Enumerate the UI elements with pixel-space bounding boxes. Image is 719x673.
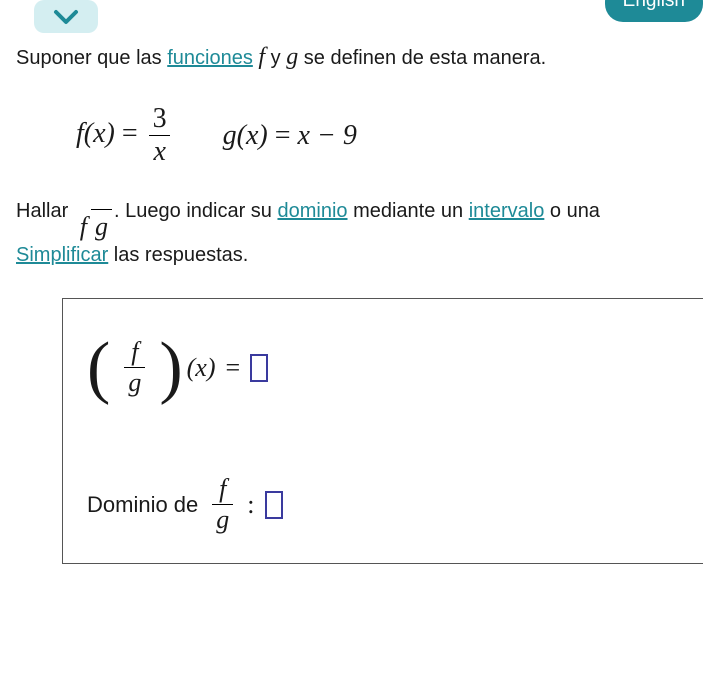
answer-box: ( f g ) (x) = Dominio de f g : xyxy=(62,298,703,564)
expression-input[interactable] xyxy=(250,354,268,382)
expand-button[interactable] xyxy=(34,0,98,33)
link-funciones[interactable]: funciones xyxy=(167,47,253,69)
answer-expression: ( f g ) (x) = xyxy=(87,339,679,396)
equation-g: g(x) = x − 9 xyxy=(223,115,357,157)
var-g: g xyxy=(286,44,298,70)
domain-label: Dominio de xyxy=(87,488,198,521)
lparen: ( xyxy=(87,340,110,396)
domain-line: Dominio de f g : xyxy=(87,476,679,533)
x-part: (x) xyxy=(187,348,216,387)
link-intervalo[interactable]: intervalo xyxy=(469,200,545,222)
frac-f-over-g: fg xyxy=(76,213,112,240)
link-dominio[interactable]: dominio xyxy=(277,200,347,222)
frac-f-over-g-domain: f g xyxy=(212,476,233,533)
language-pill[interactable]: English xyxy=(605,0,703,22)
domain-input[interactable] xyxy=(265,491,283,519)
link-simplificar[interactable]: Simplificar xyxy=(16,244,108,266)
chevron-down-icon xyxy=(53,8,79,26)
task-text: Hallar fg. Luego indicar su dominio medi… xyxy=(16,196,703,270)
equation-f: f(x) = 3x xyxy=(76,105,175,166)
intro-text: Suponer que las funciones f y g se defin… xyxy=(16,39,703,75)
language-label: English xyxy=(623,0,685,11)
rparen: ) xyxy=(159,340,182,396)
frac-f-over-g-answer: f g xyxy=(124,339,145,396)
equation-row: f(x) = 3x g(x) = x − 9 xyxy=(76,105,703,166)
